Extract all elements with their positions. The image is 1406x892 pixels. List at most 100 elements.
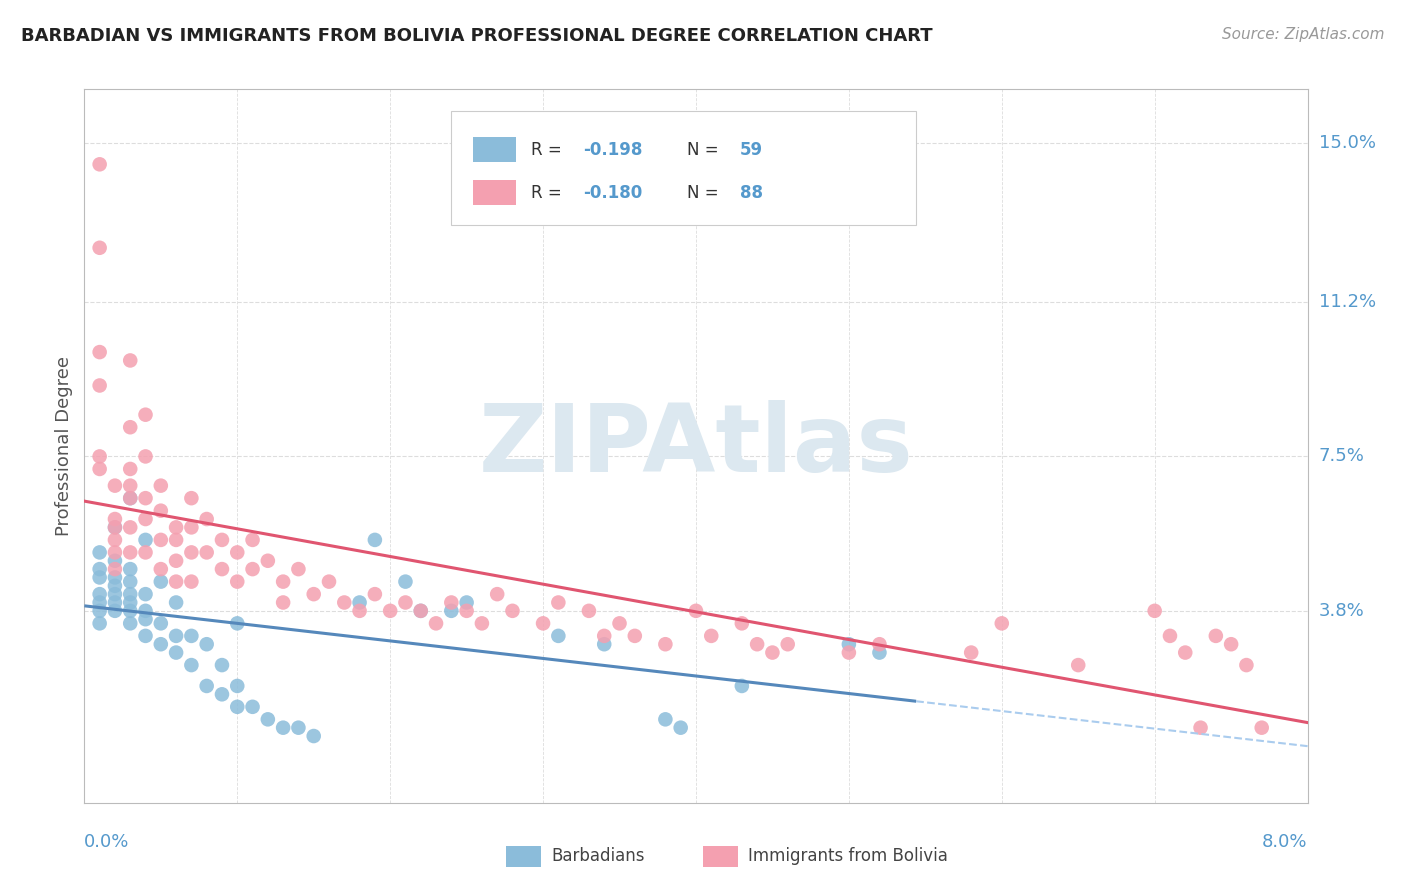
Point <box>149 504 172 518</box>
Point <box>135 512 157 526</box>
Point <box>960 646 983 660</box>
Point <box>165 629 187 643</box>
Point <box>180 629 202 643</box>
Point <box>271 574 294 589</box>
Point <box>745 637 768 651</box>
Point <box>104 595 127 609</box>
Point <box>1174 646 1197 660</box>
Point <box>120 587 142 601</box>
Point <box>349 604 371 618</box>
Point <box>120 462 142 476</box>
Point <box>104 520 127 534</box>
Bar <box>474 137 516 162</box>
Point <box>104 570 127 584</box>
Point <box>990 616 1012 631</box>
Point <box>149 616 172 631</box>
Point <box>547 595 569 609</box>
Point <box>104 512 127 526</box>
Point <box>394 595 416 609</box>
Point <box>1189 721 1212 735</box>
Point <box>226 616 249 631</box>
Point <box>776 637 799 651</box>
Point <box>364 533 387 547</box>
Point <box>135 604 157 618</box>
Point <box>409 604 432 618</box>
Point <box>685 604 707 618</box>
Point <box>593 637 616 651</box>
Point <box>287 721 309 735</box>
Point <box>89 616 111 631</box>
Point <box>149 637 172 651</box>
Text: 15.0%: 15.0% <box>1319 135 1375 153</box>
Point <box>333 595 356 609</box>
Point <box>104 554 127 568</box>
Point <box>211 687 233 701</box>
Point <box>149 478 172 492</box>
Text: 7.5%: 7.5% <box>1319 448 1365 466</box>
Point <box>624 629 647 643</box>
Point <box>104 562 127 576</box>
Point <box>120 491 142 505</box>
Point <box>165 533 187 547</box>
Point <box>165 646 187 660</box>
Point <box>135 612 157 626</box>
Point <box>135 545 157 559</box>
Text: Immigrants from Bolivia: Immigrants from Bolivia <box>748 847 948 865</box>
Point <box>135 450 157 464</box>
Point <box>271 721 294 735</box>
Point <box>226 545 249 559</box>
Point <box>135 629 157 643</box>
Point <box>531 616 554 631</box>
Point <box>364 587 387 601</box>
Point <box>1220 637 1243 651</box>
Point <box>1067 658 1090 673</box>
Point <box>486 587 509 601</box>
Point <box>135 491 157 505</box>
Point <box>869 646 891 660</box>
Point <box>700 629 723 643</box>
Point <box>180 574 202 589</box>
Point <box>195 637 218 651</box>
Point <box>654 712 676 726</box>
Text: 8.0%: 8.0% <box>1263 833 1308 851</box>
Point <box>149 574 172 589</box>
Text: 88: 88 <box>740 184 763 202</box>
Point <box>120 478 142 492</box>
Point <box>1250 721 1272 735</box>
Point <box>104 604 127 618</box>
Point <box>89 595 111 609</box>
Point <box>654 637 676 651</box>
Point <box>89 378 111 392</box>
Point <box>104 533 127 547</box>
Point <box>440 604 463 618</box>
Point <box>731 679 754 693</box>
FancyBboxPatch shape <box>451 111 917 225</box>
Point <box>593 629 616 643</box>
Point <box>89 450 111 464</box>
Point <box>547 629 569 643</box>
Text: Barbadians: Barbadians <box>551 847 645 865</box>
Point <box>104 545 127 559</box>
Text: BARBADIAN VS IMMIGRANTS FROM BOLIVIA PROFESSIONAL DEGREE CORRELATION CHART: BARBADIAN VS IMMIGRANTS FROM BOLIVIA PRO… <box>21 27 932 45</box>
Point <box>120 595 142 609</box>
Point <box>380 604 402 618</box>
Point <box>257 712 280 726</box>
Point <box>211 658 233 673</box>
Point <box>180 491 202 505</box>
Point <box>425 616 447 631</box>
Point <box>471 616 494 631</box>
Text: N =: N = <box>688 184 724 202</box>
Point <box>456 604 478 618</box>
Point <box>731 616 754 631</box>
Point <box>578 604 600 618</box>
Point <box>89 587 111 601</box>
Point <box>120 574 142 589</box>
Point <box>1234 658 1257 673</box>
Point <box>226 699 249 714</box>
Point <box>180 658 202 673</box>
Point <box>226 679 249 693</box>
Point <box>838 646 860 660</box>
Point <box>149 562 172 576</box>
Point <box>104 478 127 492</box>
Text: 0.0%: 0.0% <box>84 833 129 851</box>
